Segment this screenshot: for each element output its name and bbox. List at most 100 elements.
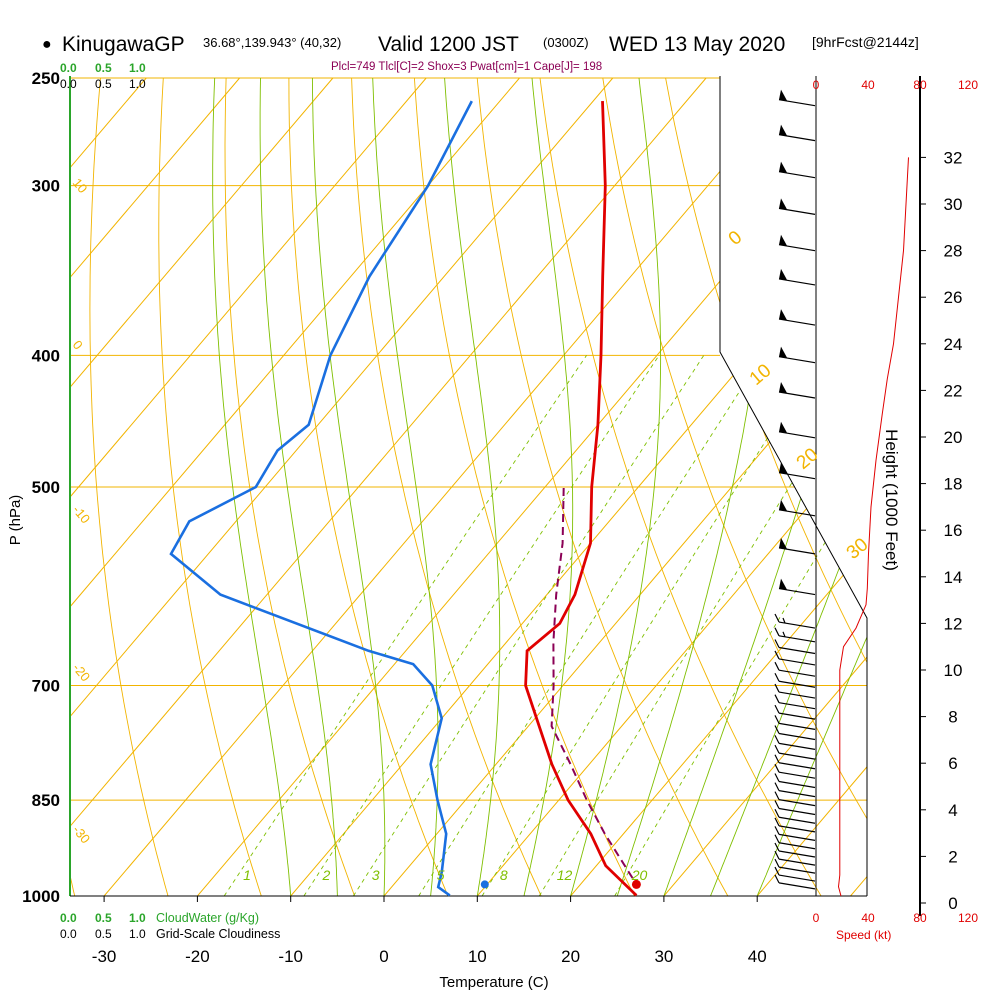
mixing-ratio-line <box>223 355 587 896</box>
temp-tick-label: 40 <box>748 947 767 966</box>
height-tick-label: 10 <box>944 661 963 680</box>
mixing-ratio-label: 5 <box>437 867 445 883</box>
height-tick-label: 18 <box>944 475 963 494</box>
temp-tick-label: -10 <box>278 947 303 966</box>
cloudiness-tick-bottom: 0.0 <box>60 927 77 941</box>
x-axis-title: Temperature (C) <box>439 974 548 991</box>
forecast-tag: [9hrFcst@2144z] <box>812 34 919 50</box>
temp-tick-label: -30 <box>92 947 117 966</box>
wind-barb <box>778 462 816 480</box>
wind-barb <box>774 639 816 655</box>
mixing-ratio-line <box>418 355 764 896</box>
temp-tick-label: 30 <box>654 947 673 966</box>
cloudwater-tick-top: 0.0 <box>60 61 77 75</box>
wind-barb <box>774 627 816 643</box>
dry-adiabat-line <box>351 77 542 896</box>
height-tick-label: 30 <box>944 195 963 214</box>
wind-barb <box>774 725 816 741</box>
height-tick-label: 32 <box>944 148 963 167</box>
data-layer <box>169 89 909 897</box>
temp-tick-label: 20 <box>561 947 580 966</box>
height-tick-label: 4 <box>948 801 957 820</box>
isotherm-line <box>103 77 800 896</box>
isotherm-line <box>570 77 867 896</box>
wind-barb <box>774 672 816 688</box>
cloudiness-tick-top: 1.0 <box>129 77 146 91</box>
wind-barb <box>774 842 816 858</box>
wind-barb <box>778 234 816 252</box>
mixing-ratio-line <box>614 355 867 896</box>
isotherm-line <box>70 77 240 896</box>
wind-barb <box>774 650 816 666</box>
dry-adiabat-label: -10 <box>70 502 94 526</box>
height-tick-label: 26 <box>944 288 963 307</box>
wind-barb <box>778 198 816 215</box>
wind-barb <box>778 268 816 286</box>
speed-tick-top: 40 <box>861 78 875 92</box>
speed-tick-bottom: 40 <box>861 911 875 925</box>
wind-barb <box>778 382 816 399</box>
cloudiness-tick-bottom: 1.0 <box>129 927 146 941</box>
wind-barb <box>774 773 816 789</box>
y-axis-title: P (hPa) <box>7 495 24 546</box>
station-name: KinugawaGP <box>62 33 185 56</box>
label-layer: ● KinugawaGP 36.68°,139.943° (40,32) Val… <box>7 33 978 991</box>
header-bullet: ● <box>42 36 52 53</box>
wind-barb <box>774 744 816 760</box>
moist-adiabat-line <box>311 77 386 896</box>
wind-barb <box>774 834 816 850</box>
wind-barb <box>774 735 816 750</box>
pressure-tick-label: 400 <box>32 346 60 365</box>
surface-dewpoint-point <box>480 880 489 889</box>
station-coords: 36.68°,139.943° (40,32) <box>203 35 341 50</box>
dry-adiabat-line <box>539 77 822 896</box>
dry-adiabat-line <box>980 78 1000 896</box>
isotherm-label: 0 <box>725 227 747 250</box>
moist-adiabat-line <box>570 77 662 896</box>
pressure-tick-label: 700 <box>32 677 60 696</box>
cloudwater-tick-top: 1.0 <box>129 61 146 75</box>
mixing-ratio-label: 3 <box>372 867 380 883</box>
height-axis-title: Height (1000 Feet) <box>882 429 901 571</box>
wind-barb <box>774 704 816 720</box>
cloudwater-tick-bottom: 0.5 <box>95 911 112 925</box>
wind-barb <box>774 858 816 874</box>
stability-indices: Plcl=749 Tlcl[C]=2 Shox=3 Pwat[cm]=1 Cap… <box>331 61 602 73</box>
wind-speed-line <box>837 157 909 897</box>
height-tick-label: 14 <box>944 568 963 587</box>
diagram-outline <box>719 76 868 896</box>
height-tick-label: 12 <box>944 614 963 633</box>
isotherm-line <box>70 77 334 896</box>
cloudiness-tick-top: 0.5 <box>95 77 112 91</box>
wind-barb <box>774 866 816 882</box>
pressure-tick-label: 500 <box>32 478 60 497</box>
wind-barb <box>774 754 816 770</box>
wind-barb <box>778 537 816 555</box>
mixing-ratio-line <box>538 355 867 896</box>
isotherm-line <box>70 77 614 896</box>
dry-adiabat-line <box>602 77 867 896</box>
moist-adiabat-line <box>212 77 292 896</box>
wind-barb <box>778 89 816 107</box>
pressure-tick-label: 300 <box>32 177 60 196</box>
mixing-ratio-label: 2 <box>322 867 331 883</box>
mixing-ratio-line <box>353 355 705 896</box>
speed-tick-top: 120 <box>958 78 978 92</box>
isotherm-line <box>70 77 707 896</box>
height-tick-label: 22 <box>944 381 963 400</box>
mixing-ratio-label: 12 <box>557 867 573 883</box>
dry-adiabat-line <box>476 77 729 896</box>
isotherm-line <box>663 77 867 896</box>
wind-barb <box>774 874 816 890</box>
height-tick-label: 0 <box>948 894 957 913</box>
cloudwater-tick-bottom: 1.0 <box>129 911 146 925</box>
speed-tick-bottom: 0 <box>813 911 820 925</box>
wind-barb <box>774 808 816 824</box>
mixing-ratio-line <box>303 355 660 896</box>
diagram-grid <box>70 77 1000 896</box>
moist-adiabat-line <box>372 77 439 896</box>
mixing-ratio-label: 20 <box>631 867 648 883</box>
wind-barb <box>778 161 816 179</box>
